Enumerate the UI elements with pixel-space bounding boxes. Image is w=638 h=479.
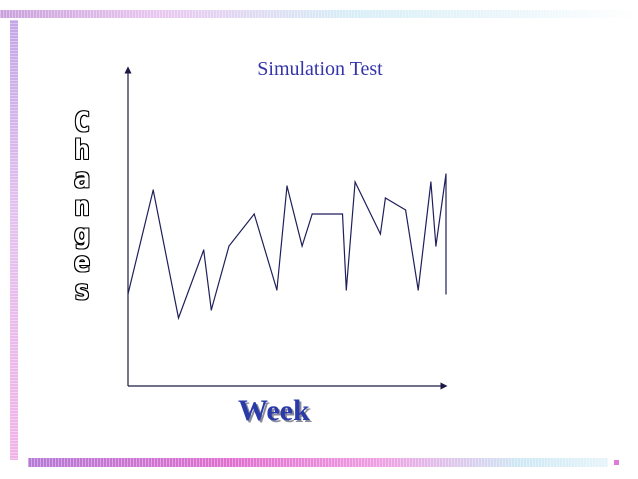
corner-decorative-square bbox=[614, 460, 619, 465]
data-point-1 bbox=[152, 189, 154, 191]
data-point-11 bbox=[341, 213, 344, 215]
data-point-9 bbox=[301, 245, 303, 247]
bottom-decorative-bar bbox=[28, 458, 608, 467]
data-point-17 bbox=[417, 289, 419, 291]
top-decorative-bar bbox=[0, 10, 638, 18]
data-point-6 bbox=[253, 213, 255, 215]
data-point-10 bbox=[311, 213, 313, 215]
chart-title: Simulation Test bbox=[257, 58, 383, 80]
y-axis-label-letter: e bbox=[73, 247, 91, 278]
y-axis-label-letter: C bbox=[73, 107, 91, 138]
y-axis-label-letter: s bbox=[73, 275, 91, 306]
data-point-3 bbox=[203, 249, 205, 251]
y-axis-label-letter: a bbox=[73, 163, 91, 194]
series-line bbox=[127, 173, 447, 321]
data-point-15 bbox=[384, 197, 386, 199]
data-point-13 bbox=[354, 181, 356, 183]
y-axis-label-letter: g bbox=[73, 219, 91, 250]
data-point-20 bbox=[435, 245, 437, 247]
data-point-2 bbox=[177, 317, 180, 319]
data-point-5 bbox=[228, 245, 230, 247]
data-point-22 bbox=[445, 293, 447, 295]
data-point-14 bbox=[379, 233, 381, 235]
data-point-0 bbox=[127, 293, 129, 295]
data-point-7 bbox=[276, 289, 278, 291]
data-point-12 bbox=[345, 289, 347, 291]
data-point-18 bbox=[430, 181, 432, 183]
data-point-16 bbox=[405, 209, 407, 211]
y-axis-label-letter: n bbox=[73, 191, 91, 222]
x-axis-label: Week bbox=[238, 394, 310, 427]
data-point-4 bbox=[210, 309, 212, 311]
data-point-21 bbox=[445, 173, 447, 175]
data-point-8 bbox=[286, 185, 288, 187]
left-decorative-bar bbox=[10, 20, 18, 460]
y-axis-label-letter: h bbox=[73, 135, 91, 166]
